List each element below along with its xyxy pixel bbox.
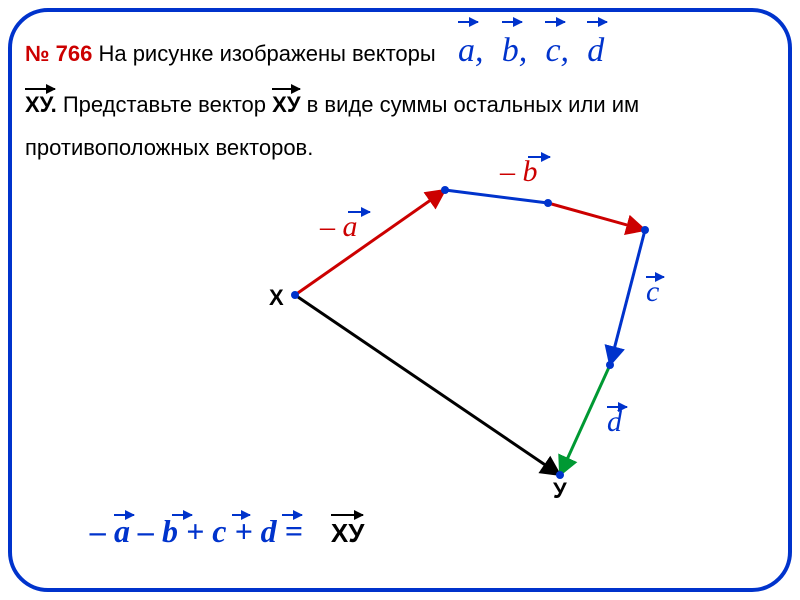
- problem-text: № 766 На рисунке изображены векторы a, b…: [25, 22, 775, 167]
- equation-xy: ХУ: [331, 518, 365, 548]
- equation: – a – b + c + d = ХУ: [90, 513, 364, 550]
- vec-c-header: c,: [545, 22, 569, 80]
- label-X: Х: [269, 285, 284, 311]
- label-neg-b: – b: [500, 155, 538, 189]
- problem-number: № 766: [25, 41, 92, 66]
- label-neg-a: – a: [320, 210, 358, 244]
- vec-d-header: d: [587, 22, 604, 80]
- label-Y: У: [553, 478, 567, 504]
- label-d: d: [607, 405, 622, 439]
- xy-vec-1: ХУ.: [25, 92, 63, 117]
- vec-a-header: a,: [458, 22, 484, 80]
- text-line1: На рисунке изображены векторы: [92, 41, 441, 66]
- vec-b-header: b,: [502, 22, 528, 80]
- xy-vec-2: ХУ: [272, 92, 306, 117]
- label-c: c: [646, 275, 659, 309]
